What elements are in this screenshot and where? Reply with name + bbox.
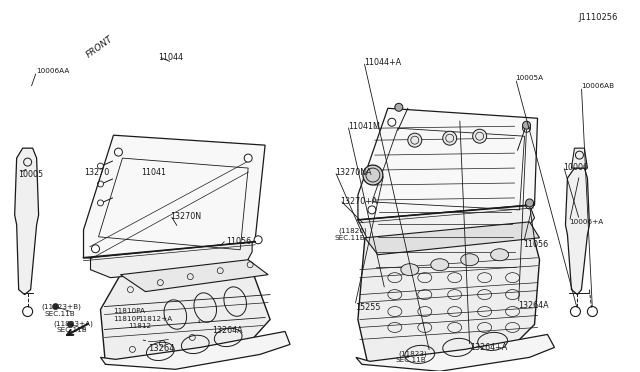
Ellipse shape	[431, 259, 449, 271]
Text: (11826): (11826)	[338, 228, 367, 234]
Circle shape	[525, 199, 534, 207]
Text: (11823): (11823)	[399, 350, 428, 357]
Text: 10005A: 10005A	[516, 76, 544, 81]
Polygon shape	[15, 148, 38, 295]
Circle shape	[92, 245, 99, 253]
Text: 13270+A: 13270+A	[340, 197, 378, 206]
Text: 11044+A: 11044+A	[364, 58, 401, 67]
Polygon shape	[120, 260, 268, 292]
Circle shape	[408, 133, 422, 147]
Text: 11812: 11812	[129, 324, 152, 330]
Text: 11041M: 11041M	[348, 122, 380, 131]
Circle shape	[115, 148, 122, 156]
Text: 13264A: 13264A	[212, 327, 243, 336]
Text: FRONT: FRONT	[84, 35, 115, 60]
Polygon shape	[358, 205, 534, 244]
Text: 10006+A: 10006+A	[570, 219, 604, 225]
Circle shape	[443, 131, 457, 145]
Text: 11044: 11044	[158, 54, 183, 62]
Text: 10006AA: 10006AA	[36, 68, 70, 74]
Text: (11823+B): (11823+B)	[42, 304, 81, 310]
Circle shape	[395, 103, 403, 111]
Text: 13270N: 13270N	[170, 212, 202, 221]
Text: 10005: 10005	[19, 170, 44, 179]
Polygon shape	[100, 331, 290, 369]
Circle shape	[522, 121, 531, 129]
Circle shape	[363, 165, 383, 185]
Polygon shape	[572, 148, 588, 168]
Circle shape	[254, 236, 262, 244]
Text: 11041: 11041	[141, 168, 166, 177]
Text: 13264A: 13264A	[518, 301, 549, 310]
Circle shape	[388, 118, 396, 126]
Text: 13264+A: 13264+A	[470, 343, 507, 352]
Text: SEC.11B: SEC.11B	[335, 235, 365, 241]
Text: 13264: 13264	[148, 344, 175, 353]
Ellipse shape	[401, 264, 419, 276]
Circle shape	[368, 206, 376, 214]
Text: (11823+A): (11823+A)	[54, 321, 93, 327]
Text: SEC.11B: SEC.11B	[56, 327, 87, 333]
Text: 11810PA: 11810PA	[113, 308, 145, 314]
Circle shape	[244, 154, 252, 162]
Polygon shape	[566, 168, 589, 295]
Circle shape	[52, 304, 59, 310]
Circle shape	[525, 201, 534, 209]
Ellipse shape	[461, 254, 479, 266]
Polygon shape	[358, 108, 538, 225]
Polygon shape	[356, 334, 554, 371]
Text: 10006: 10006	[563, 163, 588, 172]
Ellipse shape	[491, 249, 509, 261]
Circle shape	[473, 129, 486, 143]
Circle shape	[68, 321, 74, 327]
Text: 13270NA: 13270NA	[335, 168, 372, 177]
Polygon shape	[100, 260, 270, 364]
Text: 15255: 15255	[355, 302, 380, 312]
Text: J1110256: J1110256	[578, 13, 618, 22]
Text: 11810P: 11810P	[113, 315, 141, 321]
Polygon shape	[83, 135, 265, 265]
Text: 11056: 11056	[226, 237, 252, 246]
Text: SEC.11B: SEC.11B	[45, 311, 76, 317]
Text: 11812+A: 11812+A	[138, 315, 173, 321]
Circle shape	[522, 124, 531, 132]
Text: SEC.11B: SEC.11B	[396, 357, 427, 363]
Text: 11056: 11056	[524, 240, 548, 249]
Polygon shape	[90, 242, 252, 278]
Polygon shape	[358, 222, 540, 364]
Text: 10006AB: 10006AB	[581, 83, 614, 89]
Polygon shape	[365, 222, 540, 255]
Text: 13270: 13270	[84, 168, 110, 177]
